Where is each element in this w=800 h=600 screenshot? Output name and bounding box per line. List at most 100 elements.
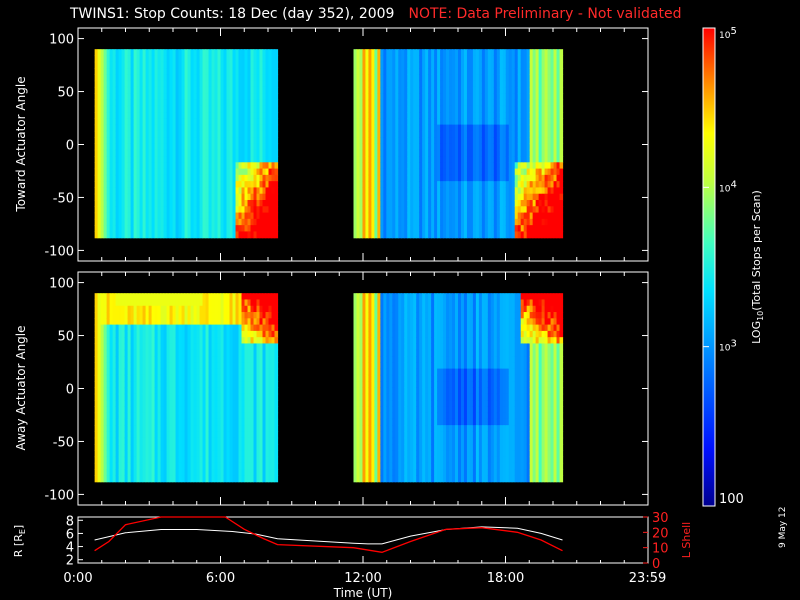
heat-cell [181, 86, 186, 94]
heat-cell [365, 212, 370, 220]
heat-cell [142, 337, 147, 345]
heat-cell [374, 156, 378, 163]
heat-cell [160, 400, 165, 407]
heat-cell [106, 174, 111, 182]
heat-cell [166, 105, 171, 113]
heat-cell [410, 124, 414, 132]
heat-cell [112, 431, 117, 439]
heat-cell [97, 86, 102, 94]
heat-cell [377, 74, 381, 82]
heat-cell [520, 212, 525, 220]
heat-cell [446, 137, 450, 145]
heat-cell [169, 299, 174, 307]
heat-cell [368, 187, 373, 195]
heat-cell [443, 168, 447, 176]
heat-cell [271, 174, 276, 182]
heat-cell [419, 55, 423, 63]
heat-cell [115, 68, 120, 75]
heat-cell [250, 55, 255, 63]
heat-cell [184, 206, 189, 214]
heat-cell [553, 68, 558, 75]
heat-cell [449, 225, 453, 233]
heat-cell [401, 112, 405, 119]
heat-cell [232, 218, 237, 226]
heat-cell [142, 112, 147, 119]
heat-cell [202, 112, 207, 119]
heat-cell [184, 168, 189, 176]
heat-cell [413, 168, 417, 176]
heat-cell [154, 61, 159, 69]
heat-cell [449, 206, 453, 214]
heat-cell [472, 156, 477, 163]
heat-cell [463, 162, 468, 170]
heat-cell [404, 206, 408, 214]
heat-cell [103, 324, 108, 332]
heat-cell [362, 187, 367, 195]
heat-cell [386, 137, 390, 145]
heat-cell [118, 174, 123, 182]
heat-cell [121, 112, 126, 119]
heat-cell [365, 231, 370, 239]
heat-cell [196, 218, 201, 226]
heat-cell [556, 218, 561, 226]
heat-cell [553, 55, 558, 63]
heat-cell [437, 93, 441, 101]
heat-cell [160, 437, 165, 445]
heat-cell [127, 74, 132, 82]
heat-cell [136, 212, 141, 220]
heat-cell [401, 137, 405, 145]
heat-cell [526, 206, 531, 214]
heat-cell [493, 225, 498, 233]
heat-cell [353, 162, 358, 170]
heat-cell [133, 305, 138, 313]
heat-cell [511, 80, 516, 88]
heat-cell [166, 356, 171, 363]
heat-cell [148, 231, 153, 239]
heat-cell [157, 118, 162, 126]
heat-cell [184, 444, 189, 451]
heat-cell [493, 200, 498, 207]
heat-cell [94, 187, 99, 195]
heat-cell [166, 61, 171, 69]
heat-cell [437, 212, 441, 220]
heat-cell [145, 305, 150, 313]
heat-cell [157, 174, 162, 182]
heat-cell [368, 149, 373, 157]
heat-cell [172, 143, 177, 151]
heat-cell [157, 124, 162, 132]
heat-cell [196, 187, 201, 195]
heat-cell [428, 68, 432, 75]
heat-cell [154, 149, 159, 157]
heat-cell [514, 143, 519, 151]
heat-cell [452, 231, 456, 239]
heat-cell [398, 105, 402, 113]
heat-cell [145, 437, 150, 445]
heat-cell [449, 200, 453, 207]
heat-cell [139, 324, 144, 332]
heat-cell [145, 393, 150, 401]
heat-cell [160, 130, 165, 138]
heat-cell [202, 149, 207, 157]
heat-cell [368, 99, 373, 107]
heat-cell [142, 381, 147, 389]
heat-cell [538, 55, 543, 63]
heat-cell [229, 118, 234, 126]
heat-cell [268, 49, 273, 57]
heat-cell [106, 356, 111, 363]
heat-cell [431, 130, 435, 138]
heat-cell [106, 124, 111, 132]
heat-cell [106, 212, 111, 220]
heat-cell [145, 343, 150, 351]
heat-cell [154, 193, 159, 201]
heat-cell [157, 437, 162, 445]
heat-cell [526, 143, 531, 151]
heat-cell [124, 218, 129, 226]
heat-cell [493, 112, 498, 119]
heat-cell [359, 80, 364, 88]
heat-cell [502, 99, 507, 107]
heat-cell [523, 162, 528, 170]
heat-cell [133, 362, 138, 370]
heat-cell [223, 168, 228, 176]
heat-cell [517, 231, 522, 239]
heat-cell [193, 93, 198, 101]
